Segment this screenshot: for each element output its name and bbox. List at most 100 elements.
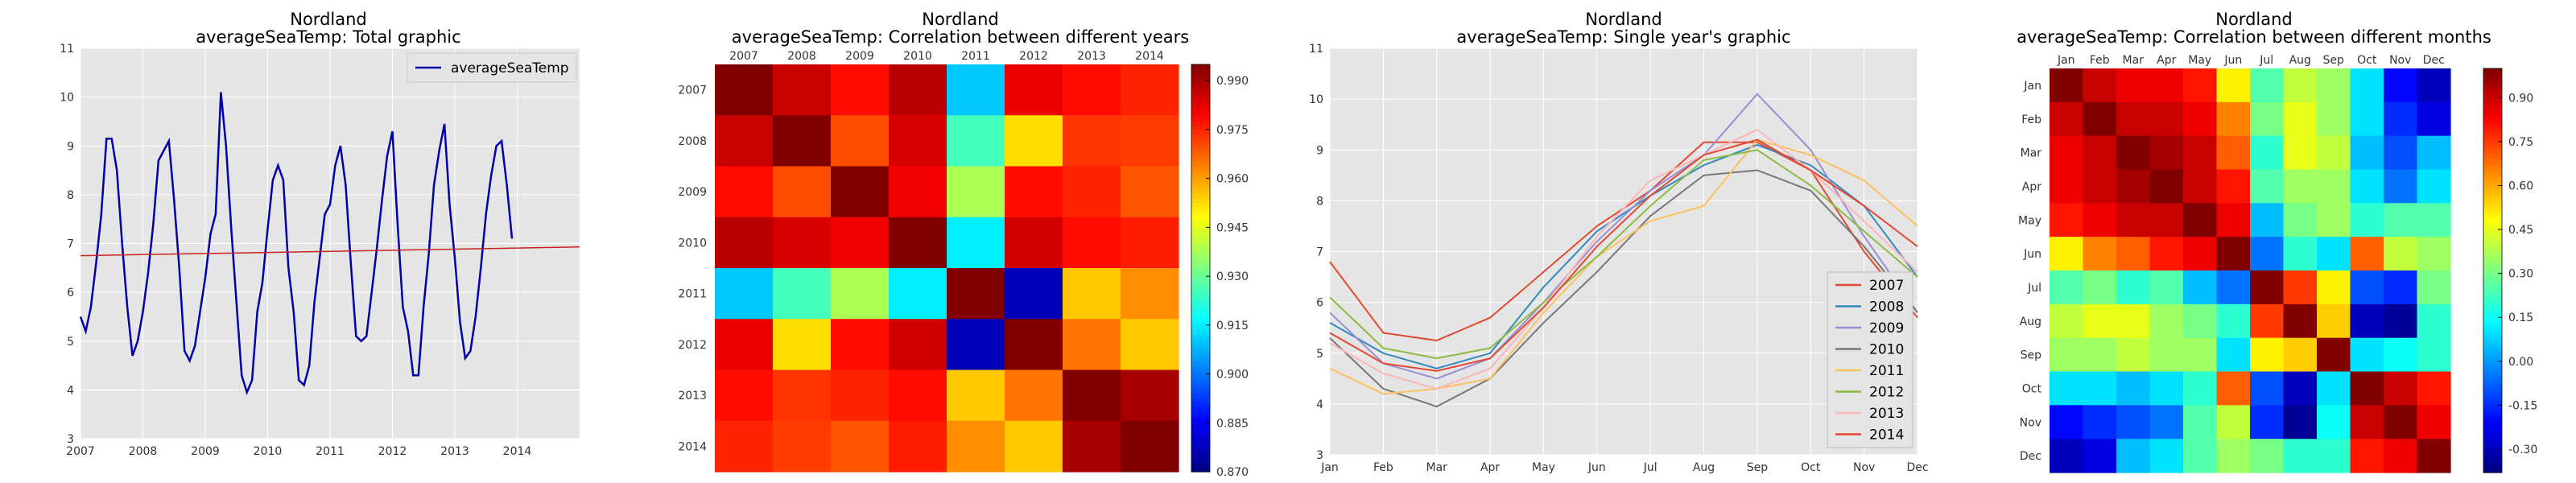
heatmap-y-label: 2014 [678,440,707,453]
heatmap-cell [2050,237,2084,271]
colorbar-segment [2483,129,2502,134]
heatmap-cell [2317,371,2351,406]
heatmap-y-label: Feb [2021,114,2041,126]
series-line-2009 [1329,93,1918,380]
colorbar-segment [2483,351,2502,357]
colorbar-segment [2483,141,2502,146]
panel-single-year: Nordland averageSeaTemp: Single year's g… [1309,10,1928,474]
plot-3-y-ticks: 3 4 5 6 7 8 9 10 11 [1309,43,1323,462]
plot-1-series [79,92,580,396]
heatmap-cell [2116,237,2151,271]
heatmap-cell [715,217,774,269]
colorbar-segment [1191,280,1210,285]
colorbar-tick-label: 0.45 [2508,224,2533,237]
colorbar-segment [2483,440,2502,445]
heatmap-cell [2384,439,2418,473]
heatmap-x-label: 2014 [1135,50,1164,63]
heatmap-cell [715,420,774,473]
x-tick-label: Jun [1587,461,1606,474]
heatmap-cell [2384,135,2418,171]
legend-label-2009: 2009 [1869,320,1904,336]
heatmap-cell [831,217,890,269]
x-tick-label: 2012 [378,445,407,458]
colorbar-tick-label: 0.00 [2508,356,2533,369]
colorbar-segment [2483,415,2502,421]
heatmap-cell [2183,68,2218,103]
heatmap-cell [889,64,947,116]
colorbar-segment [2483,133,2502,138]
heatmap-cell [831,166,890,218]
colorbar-segment [1191,394,1210,399]
legend-label-2013: 2013 [1869,406,1904,422]
heatmap-cell [2149,237,2184,271]
x-tick-label: 2008 [129,445,158,458]
colorbar-tick-label: 0.930 [1216,270,1249,283]
colorbar-segment [2483,468,2502,473]
colorbar-segment [1191,365,1210,371]
heatmap-cell [2417,270,2451,305]
colorbar-segment [1191,463,1210,469]
heatmap-cell [2317,337,2351,373]
heatmap-cell [1063,115,1121,167]
colorbar-segment [1191,182,1210,188]
colorbar-segment [1191,231,1210,237]
colorbar-tick-label: 0.15 [2508,312,2533,324]
heatmap-cell [1005,115,1063,167]
heatmap-cell [1121,115,1179,167]
heatmap-y-label: Apr [2022,180,2041,193]
plot-1-legend: averageSeaTemp [407,52,577,83]
heatmap-cell [2417,439,2451,473]
colorbar-segment [1191,129,1210,134]
heatmap-cell [2216,303,2251,339]
heatmap-cell [947,420,1005,473]
heatmap-cell [1005,420,1063,473]
heatmap-cell [2116,169,2151,204]
colorbar-segment [1191,357,1210,362]
colorbar-segment [1191,68,1210,73]
colorbar-tick-label: 0.60 [2508,180,2533,193]
colorbar-segment [2483,217,2502,223]
heatmap-cell [2417,237,2451,271]
colorbar-segment [1191,328,1210,334]
heatmap-cell [2350,270,2384,305]
colorbar-segment [1191,101,1210,106]
colorbar-segment [1191,158,1210,163]
legend-label-2010: 2010 [1869,342,1904,358]
colorbar-segment [2483,149,2502,155]
y-tick-label: 7 [67,238,74,251]
heatmap-cell [1121,268,1179,320]
y-tick-label: 9 [67,140,74,153]
colorbar-segment [1191,345,1210,350]
heatmap-cell [2283,135,2318,171]
heatmap-cell [2183,337,2218,373]
x-tick-label: 2007 [66,445,95,458]
heatmap-cell [2183,371,2218,406]
colorbar-segment [1191,451,1210,456]
colorbar-segment [2483,448,2502,453]
colorbar-segment [1191,435,1210,440]
heatmap-cell [2384,203,2418,237]
colorbar-segment [2483,387,2502,393]
heatmap-years-cells [715,64,1179,473]
heatmap-cell [2417,101,2451,137]
heatmap-cell [2417,303,2451,339]
panel-2-title: Nordland [922,10,999,29]
panel-total-graphic: Nordland averageSeaTemp: Total graphic 2… [60,10,580,458]
heatmap-x-label: 2008 [787,50,816,63]
heatmap-cell [773,369,832,422]
colorbar-segment [1191,411,1210,415]
legend-label-averageSeaTemp: averageSeaTemp [451,60,569,76]
x-tick-label: Jan [1320,461,1339,474]
heatmap-cell [1121,166,1179,218]
y-tick-label: 6 [1316,297,1323,310]
colorbar-segment [2483,299,2502,303]
colorbar-segment [2483,407,2502,413]
legend-label-2012: 2012 [1869,385,1904,401]
colorbar-segment [2483,85,2502,89]
colorbar-segment [1191,227,1210,233]
heatmap-cell [2050,405,2084,440]
colorbar-segment [2483,193,2502,199]
plot-3-x-ticks: Jan Feb Mar Apr May Jun Jul Aug Sep Oct Nov Dec [1320,461,1928,474]
heatmap-cell [2116,68,2151,103]
colorbar-segment [2483,464,2502,469]
